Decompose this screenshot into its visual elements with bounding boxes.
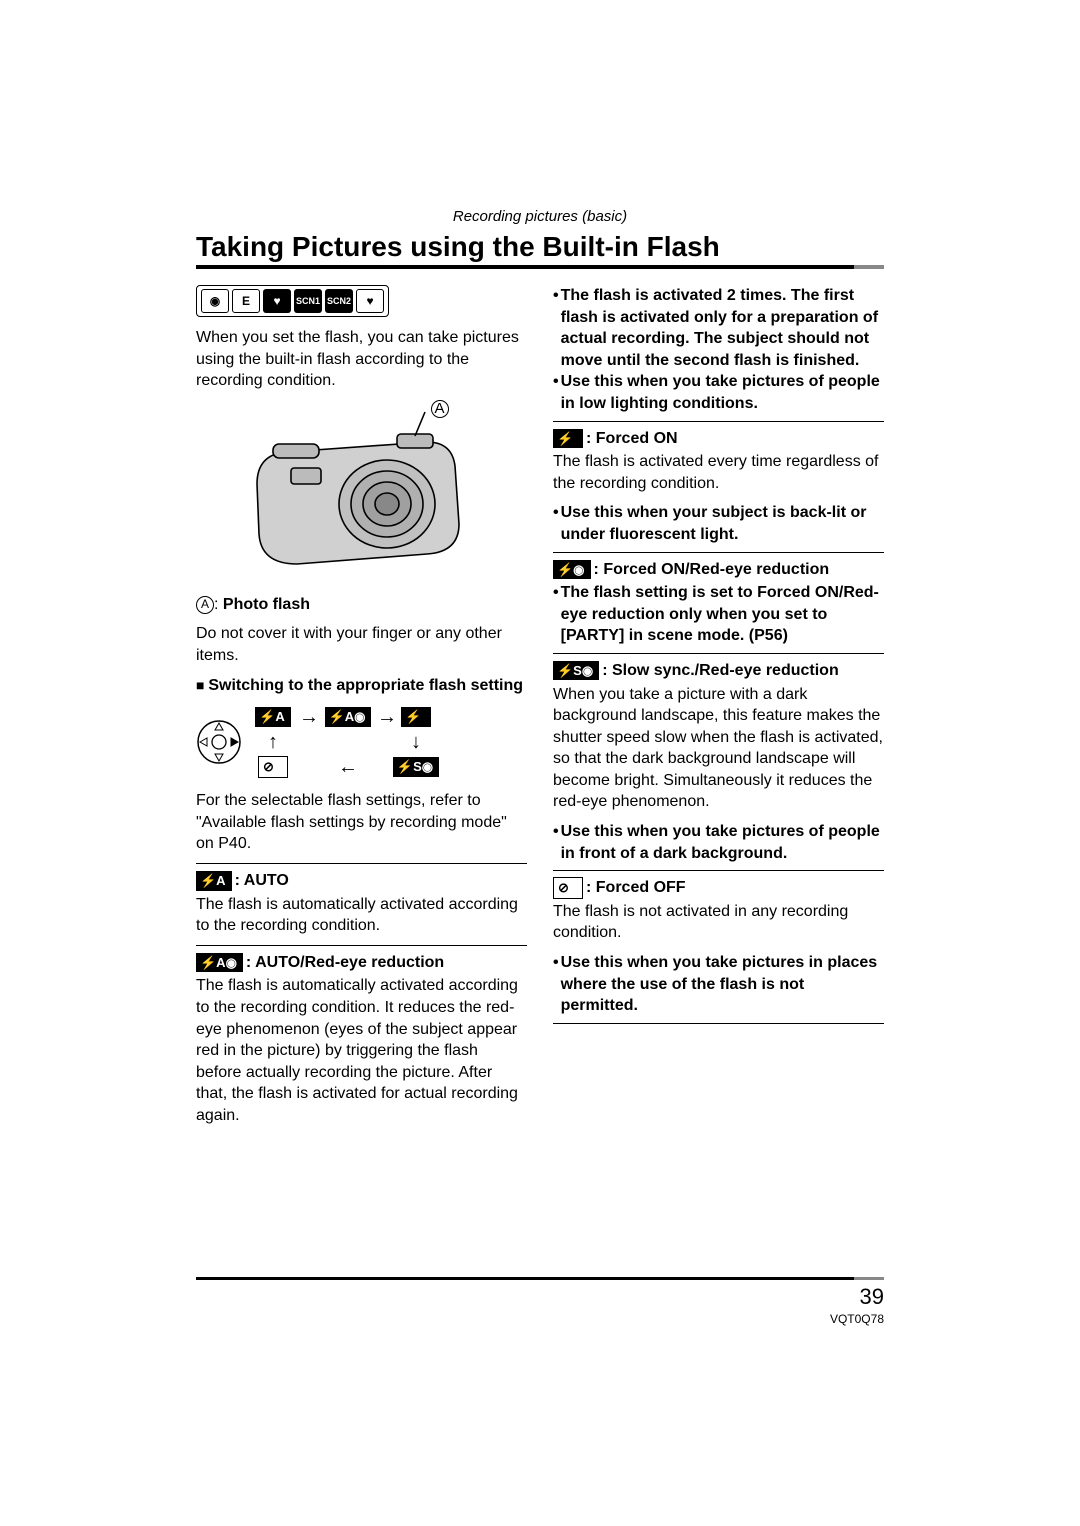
forced-off-text: The flash is not activated in any record…: [553, 901, 884, 944]
footer-divider: [196, 1274, 884, 1280]
slow-sync-heading: ⚡S◉ : Slow sync./Red-eye reduction: [553, 660, 884, 682]
forced-on-redeye-badge-icon: ⚡◉: [553, 560, 591, 580]
scn1-mode-icon: SCN1: [294, 289, 322, 313]
forced-on-bullets: Use this when your subject is back-lit o…: [553, 502, 884, 545]
auto-label: AUTO: [244, 872, 289, 889]
forced-on-redeye-label: Forced ON/Red-eye reduction: [603, 561, 829, 578]
intro-text: When you set the flash, you can take pic…: [196, 327, 527, 392]
forced-off-bullet-1: Use this when you take pictures in place…: [561, 952, 884, 1017]
flow-forced-on-badge: ⚡: [401, 707, 431, 727]
photo-flash-label: Photo flash: [223, 596, 310, 613]
forced-on-redeye-heading: ⚡◉ : Forced ON/Red-eye reduction: [553, 559, 884, 581]
photo-flash-text: Do not cover it with your finger or any …: [196, 623, 527, 666]
divider: [553, 552, 884, 553]
auto-redeye-badge-icon: ⚡A◉: [196, 953, 243, 973]
flow-auto-badge: ⚡A: [255, 707, 291, 727]
doc-code: VQT0Q78: [196, 1312, 884, 1326]
normal-mode-icon: ◉: [201, 289, 229, 313]
arrow-right-2-icon: →: [377, 704, 397, 731]
forced-on-redeye-bullets: The flash setting is set to Forced ON/Re…: [553, 582, 884, 647]
slow-sync-text: When you take a picture with a dark back…: [553, 684, 884, 814]
auto-redeye-label: AUTO/Red-eye reduction: [255, 954, 444, 971]
divider: [196, 863, 527, 864]
slow-sync-label: Slow sync./Red-eye reduction: [612, 662, 839, 679]
auto-badge-icon: ⚡A: [196, 871, 232, 891]
right-column: The flash is activated 2 times. The firs…: [553, 285, 884, 1134]
simple-mode-icon: ♥: [356, 289, 384, 313]
content-columns: ◉ E ♥ SCN1 SCN2 ♥ When you set the flash…: [196, 285, 884, 1134]
forced-on-redeye-bullet-1: The flash setting is set to Forced ON/Re…: [561, 582, 884, 647]
dpad-icon: [196, 719, 242, 765]
auto-heading: ⚡A : AUTO: [196, 870, 527, 892]
auto-redeye-heading: ⚡A◉ : AUTO/Red-eye reduction: [196, 952, 527, 974]
flow-auto-redeye-badge: ⚡A◉: [325, 707, 372, 727]
section-header: Recording pictures (basic): [196, 208, 884, 225]
forced-on-badge-icon: ⚡: [553, 429, 583, 449]
flash-flow-grid: ⚡A → ⚡A◉ → ⚡ ↑ ↓ ⊘ ← ⚡S◉: [248, 704, 434, 780]
slow-sync-bullet-1: Use this when you take pictures of peopl…: [561, 821, 884, 864]
flow-slow-sync-badge: ⚡S◉: [393, 757, 439, 777]
forced-off-bullets: Use this when you take pictures in place…: [553, 952, 884, 1017]
arrow-right-1-icon: →: [299, 704, 319, 731]
forced-off-heading: ⊘ : Forced OFF: [553, 877, 884, 899]
mode-icons-bar: ◉ E ♥ SCN1 SCN2 ♥: [196, 285, 389, 317]
divider: [553, 653, 884, 654]
selectable-text: For the selectable flash settings, refer…: [196, 790, 527, 855]
forced-on-bullet-1: Use this when your subject is back-lit o…: [561, 502, 884, 545]
title-divider: [196, 265, 884, 271]
flow-forced-off-badge: ⊘: [258, 756, 288, 778]
redeye-bullet-1: The flash is activated 2 times. The firs…: [561, 285, 884, 371]
heart-mode-icon: ♥: [263, 289, 291, 313]
forced-on-label: Forced ON: [596, 430, 678, 447]
auto-text: The flash is automatically activated acc…: [196, 894, 527, 937]
marker-a-icon: A: [196, 596, 214, 614]
flash-marker-label: A: [431, 400, 449, 418]
arrow-down-icon: ↓: [411, 729, 421, 756]
left-column: ◉ E ♥ SCN1 SCN2 ♥ When you set the flash…: [196, 285, 527, 1134]
page-footer: 39 VQT0Q78: [196, 1274, 884, 1326]
divider: [553, 870, 884, 871]
redeye-bullet-2: Use this when you take pictures of peopl…: [561, 371, 884, 414]
auto-redeye-text: The flash is automatically activated acc…: [196, 975, 527, 1126]
slow-sync-badge-icon: ⚡S◉: [553, 661, 599, 681]
forced-on-heading: ⚡ : Forced ON: [553, 428, 884, 450]
page-title: Taking Pictures using the Built-in Flash: [196, 231, 884, 263]
arrow-left-icon: ←: [338, 754, 358, 781]
divider: [196, 945, 527, 946]
divider: [553, 421, 884, 422]
arrow-up-icon: ↑: [268, 729, 278, 756]
forced-on-text: The flash is activated every time regard…: [553, 451, 884, 494]
switching-heading: Switching to the appropriate flash setti…: [196, 675, 527, 697]
camera-illustration: A: [247, 404, 477, 584]
divider: [553, 1023, 884, 1024]
page-number: 39: [196, 1284, 884, 1310]
forced-off-badge-icon: ⊘: [553, 877, 583, 899]
forced-off-label: Forced OFF: [596, 879, 686, 896]
flash-flow-diagram: ⚡A → ⚡A◉ → ⚡ ↑ ↓ ⊘ ← ⚡S◉: [196, 704, 527, 780]
photo-flash-heading: A: Photo flash: [196, 594, 527, 616]
redeye-bullets: The flash is activated 2 times. The firs…: [553, 285, 884, 415]
scn2-mode-icon: SCN2: [325, 289, 353, 313]
economy-mode-icon: E: [232, 289, 260, 313]
slow-sync-bullets: Use this when you take pictures of peopl…: [553, 821, 884, 864]
